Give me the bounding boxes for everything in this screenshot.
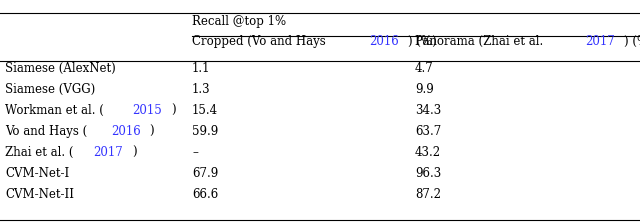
- Text: ): ): [171, 104, 175, 117]
- Text: –: –: [192, 146, 198, 159]
- Text: Cropped (Vo and Hays: Cropped (Vo and Hays: [192, 35, 330, 48]
- Text: 43.2: 43.2: [415, 146, 441, 159]
- Text: 87.2: 87.2: [415, 188, 441, 201]
- Text: CVM-Net-II: CVM-Net-II: [5, 188, 74, 201]
- Text: ) (%): ) (%): [408, 35, 436, 48]
- Text: 1.1: 1.1: [192, 62, 211, 75]
- Text: 67.9: 67.9: [192, 167, 218, 180]
- Text: 4.7: 4.7: [415, 62, 434, 75]
- Text: 2017: 2017: [93, 146, 123, 159]
- Text: ): ): [150, 125, 154, 138]
- Text: CVM-Net-I: CVM-Net-I: [5, 167, 69, 180]
- Text: Siamese (VGG): Siamese (VGG): [5, 83, 95, 96]
- Text: 9.9: 9.9: [415, 83, 434, 96]
- Text: Panorama (Zhai et al.: Panorama (Zhai et al.: [415, 35, 547, 48]
- Text: 66.6: 66.6: [192, 188, 218, 201]
- Text: 2016: 2016: [111, 125, 141, 138]
- Text: 15.4: 15.4: [192, 104, 218, 117]
- Text: 63.7: 63.7: [415, 125, 441, 138]
- Text: 34.3: 34.3: [415, 104, 441, 117]
- Text: ): ): [132, 146, 136, 159]
- Text: 2015: 2015: [132, 104, 163, 117]
- Text: 2017: 2017: [586, 35, 615, 48]
- Text: 2016: 2016: [369, 35, 399, 48]
- Text: ) (%): ) (%): [624, 35, 640, 48]
- Text: Vo and Hays (: Vo and Hays (: [5, 125, 87, 138]
- Text: Zhai et al. (: Zhai et al. (: [5, 146, 74, 159]
- Text: Siamese (AlexNet): Siamese (AlexNet): [5, 62, 116, 75]
- Text: Workman et al. (: Workman et al. (: [5, 104, 104, 117]
- Text: 1.3: 1.3: [192, 83, 211, 96]
- Text: Recall @top 1%: Recall @top 1%: [192, 15, 286, 28]
- Text: 59.9: 59.9: [192, 125, 218, 138]
- Text: 96.3: 96.3: [415, 167, 441, 180]
